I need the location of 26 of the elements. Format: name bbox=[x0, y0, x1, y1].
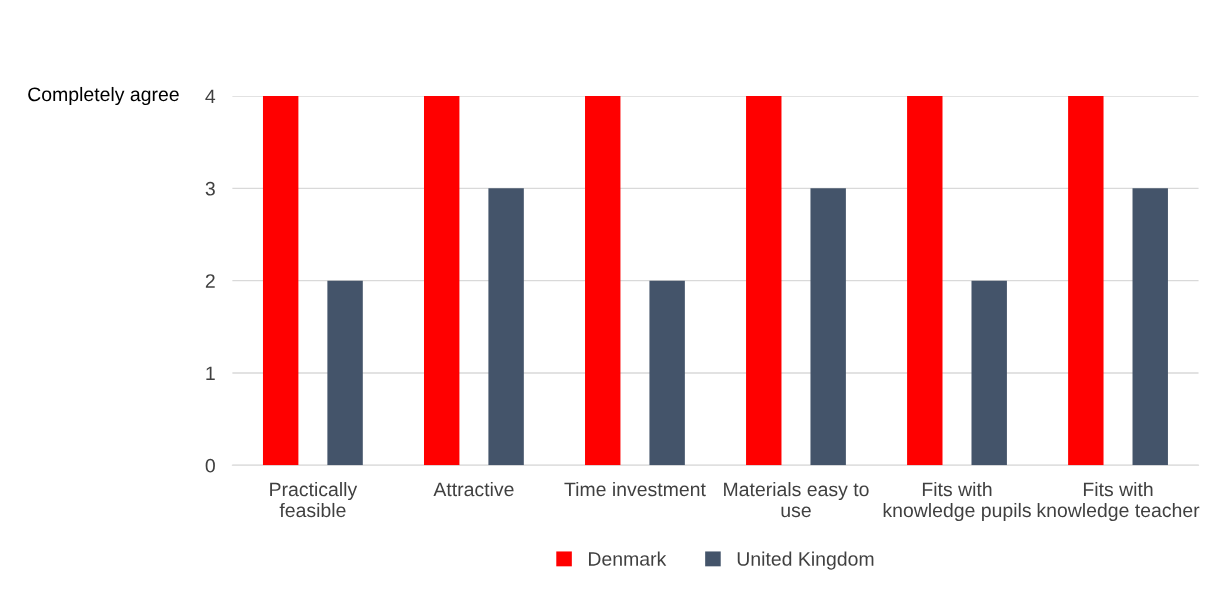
x-tick-label: Fits with knowledge teacher bbox=[1037, 481, 1200, 522]
bar bbox=[1132, 188, 1168, 466]
y-tick-label: 1 bbox=[206, 366, 215, 381]
x-tick-label: Practically feasible bbox=[270, 481, 358, 518]
x-tick-label: Fits with knowledge pupils bbox=[883, 481, 1031, 522]
bar bbox=[907, 96, 943, 466]
x-tick-label: Time investment bbox=[564, 481, 706, 497]
y-tick-label: 4 bbox=[205, 89, 216, 104]
bar bbox=[810, 188, 846, 466]
bar bbox=[1068, 96, 1104, 466]
bar bbox=[971, 280, 1007, 466]
y-axis-title: Completely agree bbox=[28, 86, 179, 106]
bar bbox=[488, 188, 524, 466]
bar bbox=[585, 96, 621, 466]
bar bbox=[327, 280, 363, 466]
x-tick-label: Attractive bbox=[433, 481, 514, 497]
bar bbox=[746, 96, 782, 466]
y-tick-label: 0 bbox=[205, 458, 215, 473]
legend-label: United Kingdom bbox=[737, 551, 874, 570]
legend-label: Denmark bbox=[589, 551, 667, 566]
y-tick-label: 3 bbox=[205, 181, 215, 196]
bar bbox=[262, 96, 299, 466]
bar bbox=[649, 280, 685, 466]
x-tick-label: Materials easy to use bbox=[724, 481, 869, 518]
bar bbox=[423, 96, 460, 466]
y-tick-label: 2 bbox=[205, 274, 215, 288]
